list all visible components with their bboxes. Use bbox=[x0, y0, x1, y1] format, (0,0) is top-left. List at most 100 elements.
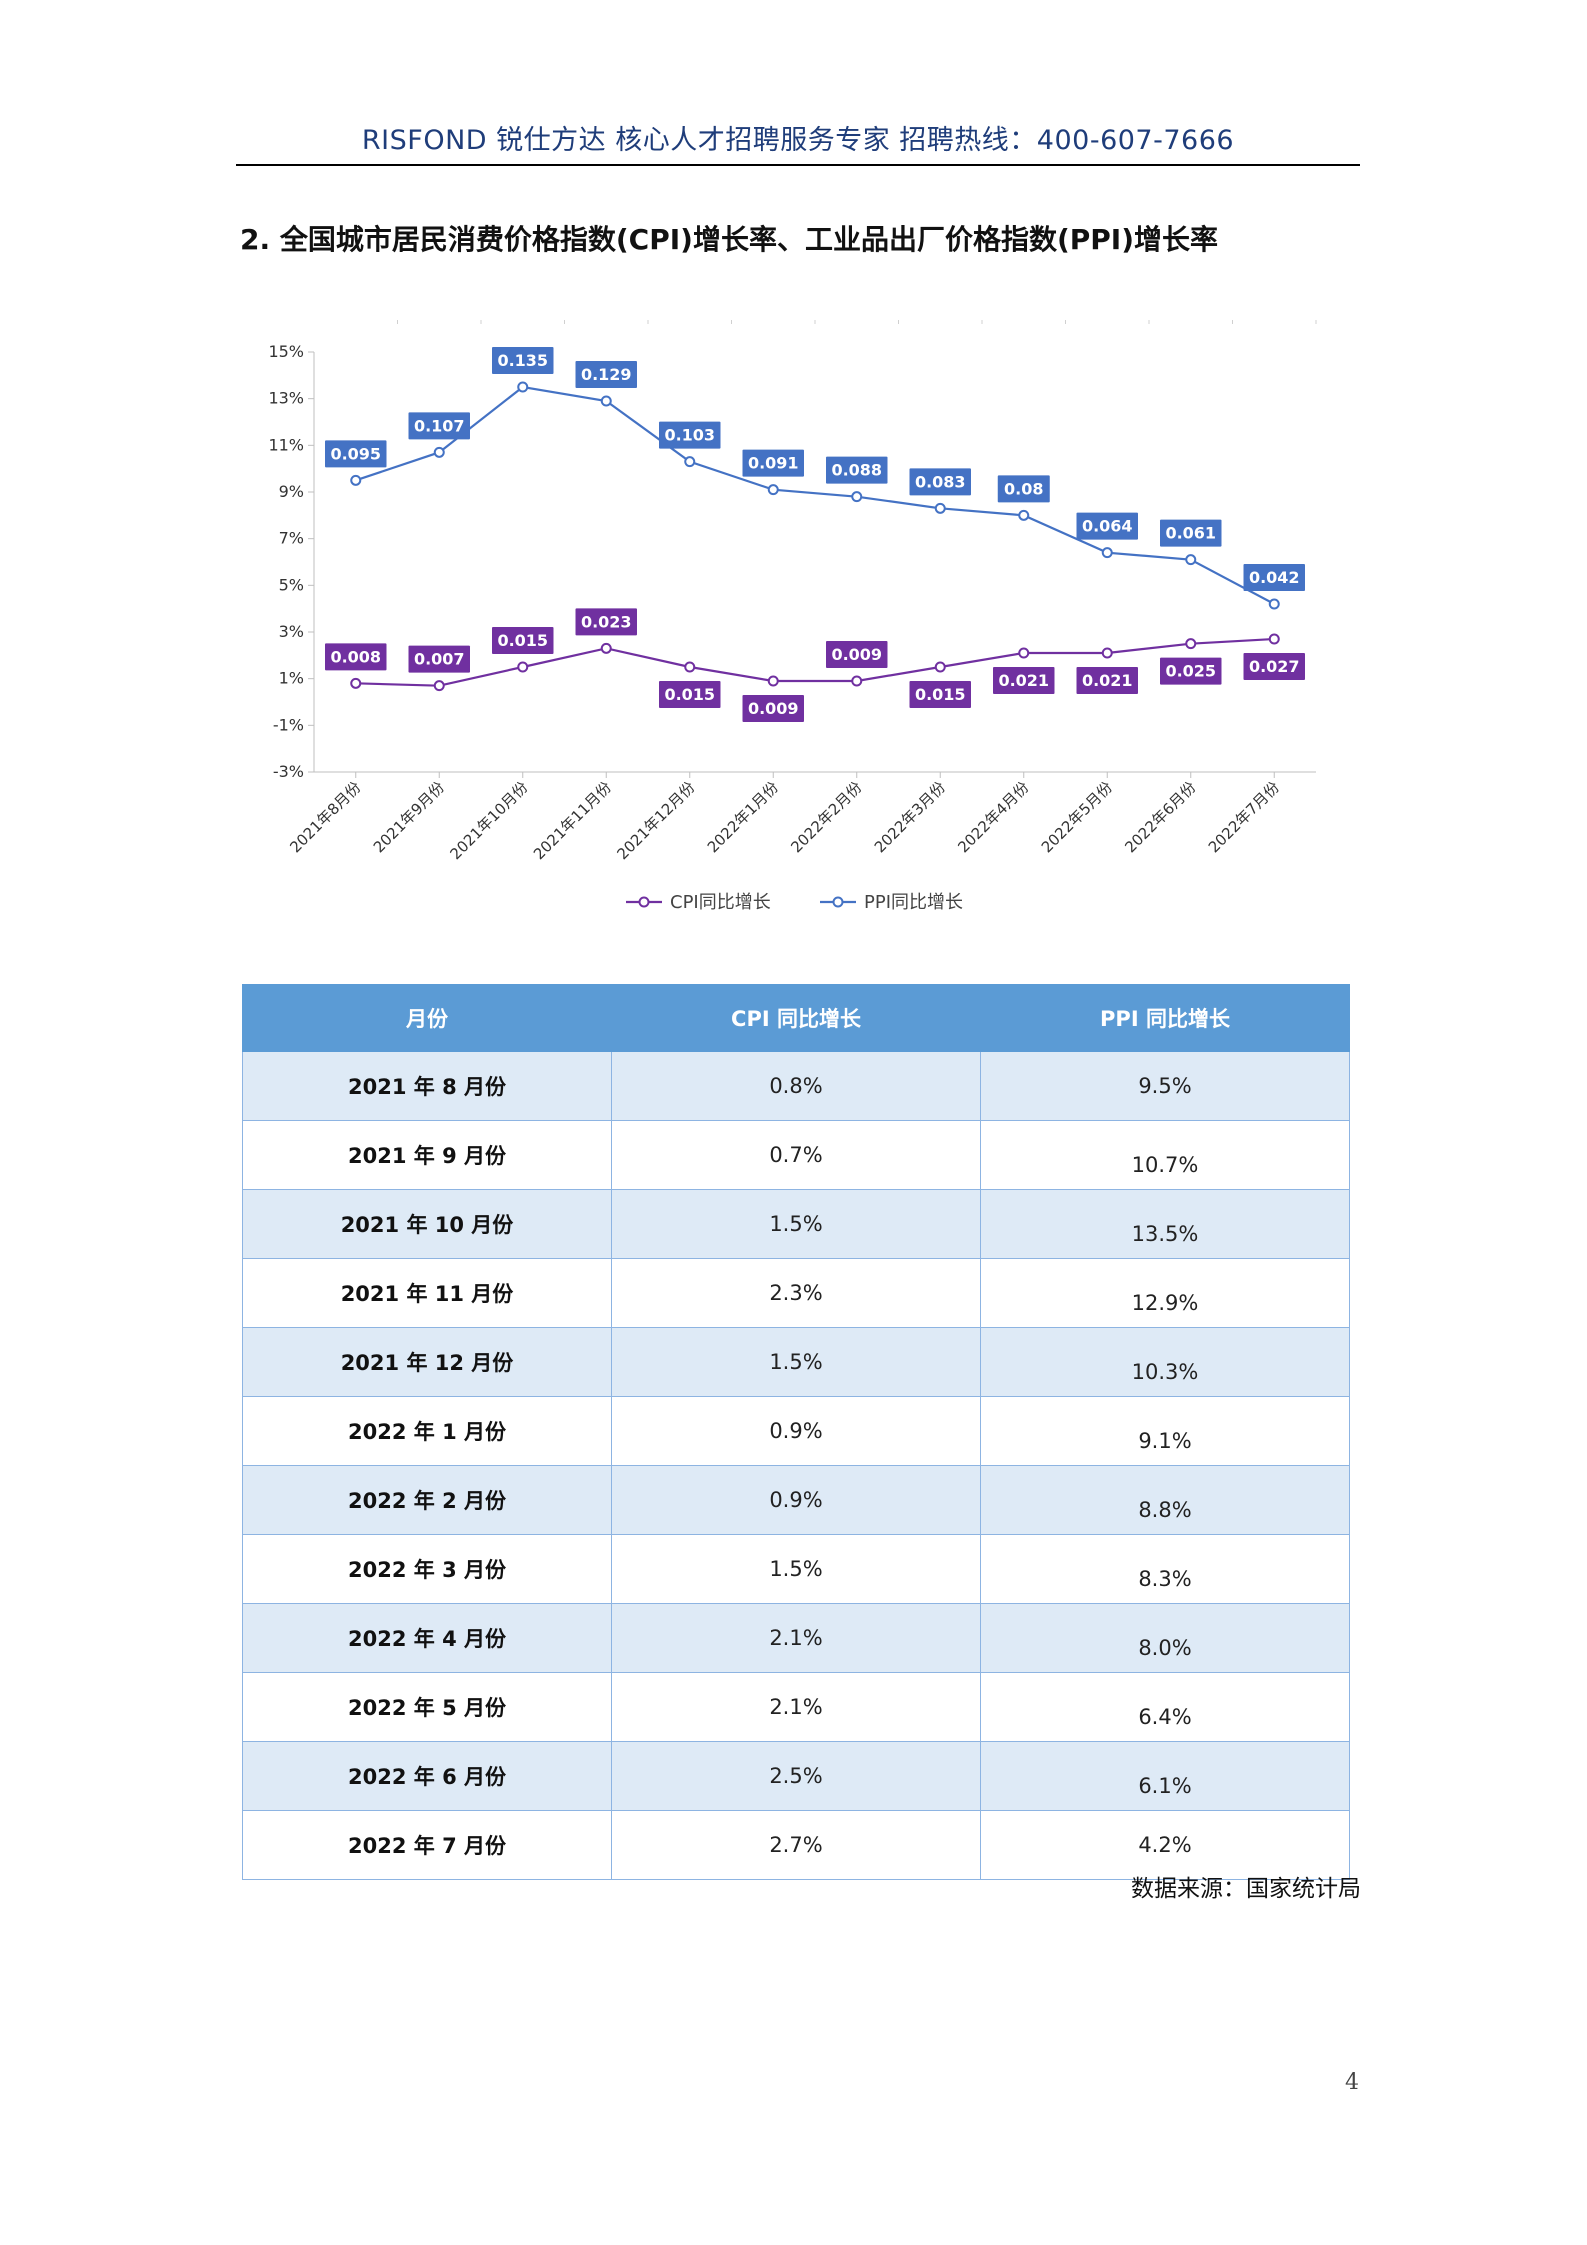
table-header-row: 月份 CPI 同比增长 PPI 同比增长 bbox=[242, 984, 1350, 1052]
series-line-ppi bbox=[355, 385, 1275, 605]
y-tick-label: -1% bbox=[273, 715, 304, 734]
x-tick-label: 2022年1月份 bbox=[704, 778, 782, 856]
legend-marker bbox=[638, 896, 650, 908]
x-tick-label: 2021年9月份 bbox=[370, 778, 448, 856]
data-label-box bbox=[1160, 657, 1222, 685]
data-label: 0.088 bbox=[831, 461, 882, 480]
cell-month: 2022 年 5 月份 bbox=[242, 1672, 612, 1742]
data-label-box bbox=[325, 643, 387, 671]
legend-label-ppi: PPI同比增长 bbox=[864, 892, 963, 913]
table-row: 2021 年 11 月份 2.3% 12.9% bbox=[242, 1258, 1350, 1328]
data-label-box bbox=[1076, 667, 1138, 694]
x-tick-label: 2022年6月份 bbox=[1121, 778, 1199, 856]
y-tick-label: 5% bbox=[279, 575, 304, 594]
cell-month: 2021 年 8 月份 bbox=[242, 1051, 612, 1121]
data-label-box bbox=[1076, 512, 1138, 540]
cell-month: 2021 年 11 月份 bbox=[242, 1258, 612, 1328]
cell-month: 2021 年 9 月份 bbox=[242, 1120, 612, 1190]
y-tick-label: 11% bbox=[268, 435, 304, 454]
cell-ppi: 6.4% bbox=[980, 1672, 1350, 1742]
y-tick-label: 9% bbox=[279, 482, 304, 501]
cell-month: 2021 年 10 月份 bbox=[242, 1189, 612, 1259]
table-row: 2022 年 5 月份 2.1% 6.4% bbox=[242, 1672, 1350, 1742]
cell-cpi: 2.1% bbox=[611, 1672, 981, 1742]
data-label: 0.008 bbox=[330, 647, 381, 666]
data-label: 0.015 bbox=[915, 685, 966, 704]
data-point bbox=[517, 661, 529, 673]
data-label-box bbox=[909, 468, 971, 496]
section-title: 2. 全国城市居民消费价格指数(CPI)增长率、工业品出厂价格指数(PPI)增长… bbox=[240, 223, 1219, 256]
data-label-box bbox=[1160, 519, 1222, 547]
cell-ppi: 10.7% bbox=[980, 1120, 1350, 1190]
y-tick-label: 7% bbox=[279, 529, 304, 548]
table-row: 2021 年 9 月份 0.7% 10.7% bbox=[242, 1120, 1350, 1190]
cell-cpi: 1.5% bbox=[611, 1189, 981, 1259]
data-label-box bbox=[997, 475, 1050, 503]
data-point bbox=[433, 680, 445, 692]
data-label-box bbox=[325, 440, 387, 468]
cell-cpi: 1.5% bbox=[611, 1534, 981, 1604]
data-label-box bbox=[826, 641, 888, 668]
x-tick-label: 2022年3月份 bbox=[871, 778, 949, 856]
cpi-ppi-line-chart: -3% -1% 1% 3% 5% 7% 9% 11% 13% 15% 2021年8月份 2021年9月… bbox=[268, 320, 1317, 913]
data-point bbox=[1185, 638, 1197, 650]
cell-month: 2022 年 6 月份 bbox=[242, 1741, 612, 1811]
cell-month: 2021 年 12 月份 bbox=[242, 1327, 612, 1397]
data-label: 0.08 bbox=[1004, 479, 1043, 498]
data-label-box bbox=[659, 681, 721, 708]
cell-ppi: 6.1% bbox=[980, 1741, 1350, 1811]
data-label-box bbox=[1243, 653, 1305, 680]
table-row: 2021 年 12 月份 1.5% 10.3% bbox=[242, 1327, 1350, 1397]
table-row: 2022 年 7 月份 2.7% 4.2% bbox=[242, 1810, 1350, 1880]
data-point bbox=[1101, 647, 1113, 659]
cell-ppi: 8.8% bbox=[980, 1465, 1350, 1535]
data-label-box bbox=[408, 412, 470, 440]
cpi-ppi-table: 月份 CPI 同比增长 PPI 同比增长 2021 年 8 月份 0.8% 9.… bbox=[242, 984, 1350, 1880]
y-tick-label: 15% bbox=[268, 342, 304, 361]
column-header-month: 月份 bbox=[242, 984, 612, 1052]
x-tick-label: 2021年8月份 bbox=[286, 778, 364, 856]
y-tick-label: 13% bbox=[268, 389, 304, 408]
data-label: 0.064 bbox=[1082, 517, 1133, 536]
data-label-box bbox=[742, 449, 804, 477]
data-label: 0.042 bbox=[1249, 568, 1300, 587]
cell-cpi: 0.9% bbox=[611, 1396, 981, 1466]
series-line-cpi bbox=[355, 637, 1275, 687]
data-label: 0.009 bbox=[748, 699, 799, 718]
x-tick-label: 2022年5月份 bbox=[1038, 778, 1116, 856]
data-source-note: 数据来源：国家统计局 bbox=[1131, 1876, 1361, 1902]
y-tick-label: -3% bbox=[273, 762, 304, 781]
data-point bbox=[851, 675, 863, 687]
data-point bbox=[934, 502, 946, 514]
data-label: 0.103 bbox=[664, 426, 715, 445]
data-label-box bbox=[1243, 564, 1305, 591]
data-label: 0.091 bbox=[748, 454, 799, 473]
data-label: 0.129 bbox=[581, 365, 632, 384]
data-label-box bbox=[408, 645, 470, 673]
table-row: 2022 年 3 月份 1.5% 8.3% bbox=[242, 1534, 1350, 1604]
x-tick-label: 2021年12月份 bbox=[614, 778, 699, 863]
cell-cpi: 0.9% bbox=[611, 1465, 981, 1535]
cell-cpi: 2.1% bbox=[611, 1603, 981, 1673]
data-label: 0.023 bbox=[581, 612, 632, 631]
cell-cpi: 2.7% bbox=[611, 1810, 981, 1880]
data-point bbox=[1018, 647, 1030, 659]
data-label-box bbox=[742, 695, 804, 722]
data-label: 0.027 bbox=[1249, 657, 1300, 676]
data-label-box bbox=[492, 627, 554, 654]
cell-cpi: 0.7% bbox=[611, 1120, 981, 1190]
page-number: 4 bbox=[1345, 2070, 1359, 2095]
cell-month: 2022 年 4 月份 bbox=[242, 1603, 612, 1673]
cell-cpi: 0.8% bbox=[611, 1051, 981, 1121]
data-point bbox=[1185, 554, 1197, 566]
cell-ppi: 8.3% bbox=[980, 1534, 1350, 1604]
data-point bbox=[1018, 509, 1030, 521]
cell-ppi: 9.5% bbox=[980, 1051, 1350, 1121]
table-row: 2021 年 8 月份 0.8% 9.5% bbox=[242, 1051, 1350, 1121]
cell-ppi: 13.5% bbox=[980, 1189, 1350, 1259]
data-point bbox=[350, 677, 362, 689]
data-label: 0.021 bbox=[1082, 671, 1133, 690]
column-header-cpi: CPI 同比增长 bbox=[611, 984, 981, 1052]
data-label-box bbox=[993, 667, 1055, 694]
data-label: 0.095 bbox=[330, 444, 381, 463]
